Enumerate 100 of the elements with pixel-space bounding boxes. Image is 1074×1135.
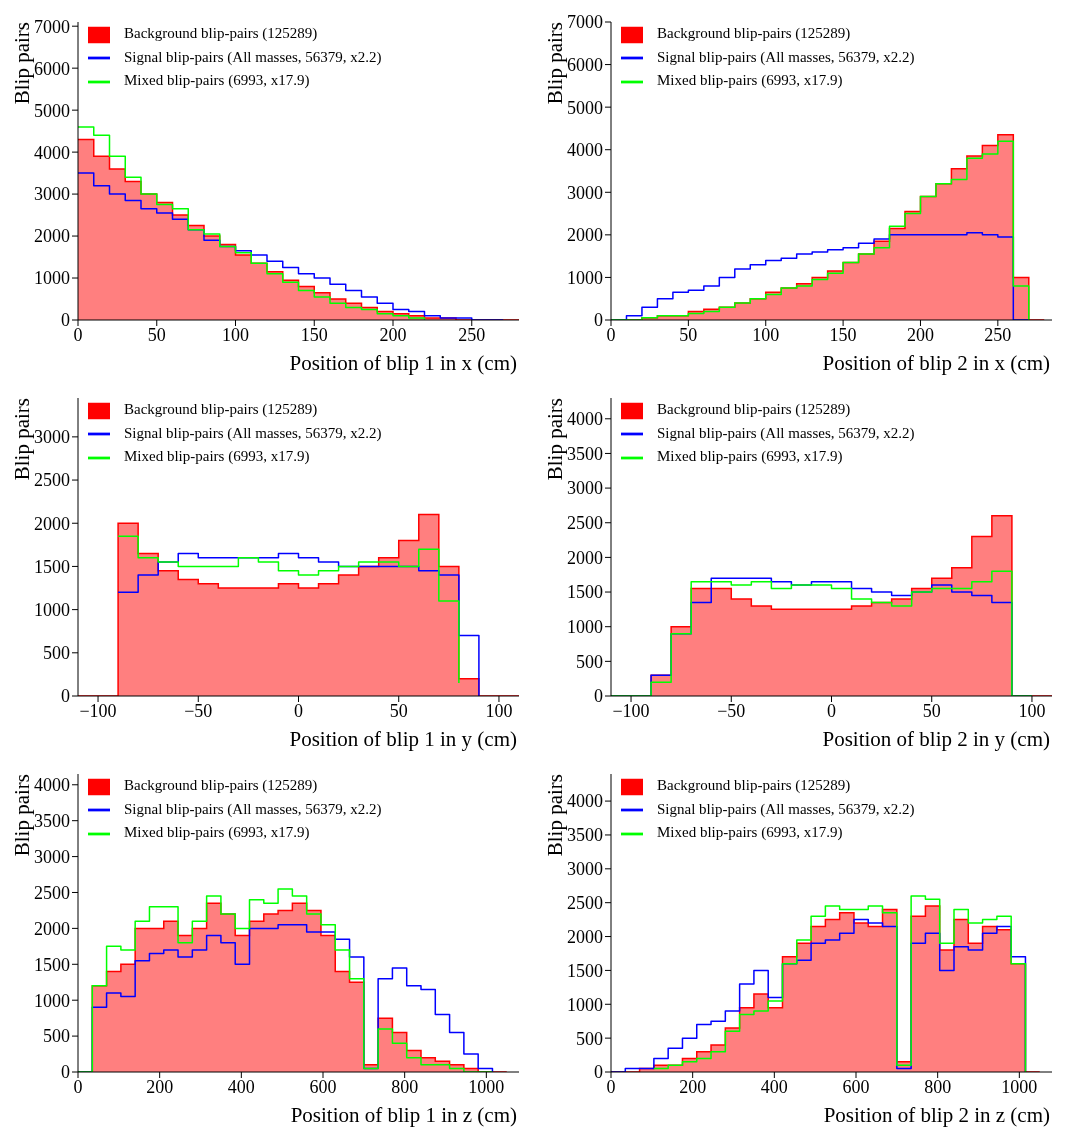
y-tick-label: 0 — [61, 686, 70, 707]
y-tick-label: 2500 — [567, 893, 603, 914]
y-tick-label: 2000 — [567, 225, 603, 246]
y-tick-label: 3000 — [567, 478, 603, 499]
legend-label: Mixed blip-pairs (6993, x17.9) — [124, 72, 310, 89]
legend-label: Background blip-pairs (125289) — [124, 777, 318, 793]
legend-label: Signal blip-pairs (All masses, 56379, x2.2) — [657, 48, 915, 65]
x-tick-label: 0 — [294, 700, 303, 721]
y-axis-title: Blip pairs — [10, 22, 35, 105]
y-tick-label: 0 — [594, 1062, 603, 1083]
x-axis-title: Position of blip 2 in y (cm) — [822, 727, 1050, 751]
y-tick-label: 3000 — [34, 184, 70, 205]
y-axis-title: Blip pairs — [543, 398, 568, 481]
y-tick-label: 5000 — [34, 100, 70, 121]
y-tick-label: 4000 — [34, 142, 70, 163]
x-tick-label: 250 — [458, 324, 486, 345]
y-tick-label: 1500 — [34, 556, 70, 577]
y-tick-label: 1500 — [567, 960, 603, 981]
x-axis-title: Position of blip 2 in x (cm) — [822, 351, 1050, 375]
y-tick-label: 500 — [576, 1028, 603, 1049]
y-tick-label: 3000 — [567, 182, 603, 203]
y-tick-label: 7000 — [567, 12, 603, 33]
y-tick-label: 0 — [61, 1062, 70, 1083]
y-tick-label: 2000 — [34, 226, 70, 247]
y-tick-label: 3500 — [567, 443, 603, 464]
y-tick-label: 2000 — [567, 926, 603, 947]
y-tick-label: 3500 — [567, 825, 603, 846]
y-tick-label: 1000 — [34, 600, 70, 621]
x-tick-label: 100 — [222, 324, 249, 345]
y-tick-label: 500 — [43, 1026, 70, 1047]
y-tick-label: 0 — [594, 686, 603, 707]
legend-label: Mixed blip-pairs (6993, x17.9) — [124, 824, 310, 841]
legend-label: Background blip-pairs (125289) — [124, 25, 318, 41]
y-tick-label: 5000 — [567, 97, 603, 118]
y-tick-label: 2500 — [34, 882, 70, 903]
x-tick-label: 50 — [147, 324, 166, 345]
x-axis-title: Position of blip 1 in z (cm) — [290, 1103, 517, 1127]
x-tick-label: −100 — [79, 700, 117, 721]
legend-label: Background blip-pairs (125289) — [657, 401, 851, 417]
y-tick-label: 1000 — [34, 268, 70, 289]
y-tick-label: 2000 — [34, 918, 70, 939]
x-tick-label: 600 — [309, 1076, 337, 1097]
x-tick-label: 200 — [146, 1076, 174, 1097]
y-tick-label: 3000 — [34, 427, 70, 448]
y-tick-label: 1000 — [567, 994, 603, 1015]
x-tick-label: 50 — [922, 700, 941, 721]
legend-label: Signal blip-pairs (All masses, 56379, x2.2) — [124, 48, 382, 65]
y-tick-label: 500 — [43, 643, 70, 664]
legend-label: Mixed blip-pairs (6993, x17.9) — [657, 448, 843, 465]
y-tick-label: 2500 — [567, 513, 603, 534]
x-tick-label: −100 — [612, 700, 650, 721]
x-tick-label: 400 — [760, 1076, 788, 1097]
legend-label: Background blip-pairs (125289) — [657, 25, 851, 41]
legend-label: Signal blip-pairs (All masses, 56379, x2.2) — [657, 800, 915, 817]
y-tick-label: 1000 — [567, 267, 603, 288]
x-tick-label: −50 — [184, 700, 213, 721]
y-tick-label: 1000 — [567, 617, 603, 638]
x-tick-label: 1000 — [468, 1076, 505, 1097]
x-tick-label: 400 — [227, 1076, 255, 1097]
x-tick-label: 200 — [379, 324, 407, 345]
x-axis-title: Position of blip 1 in x (cm) — [289, 351, 517, 375]
y-tick-label: 6000 — [567, 54, 603, 75]
y-axis-title: Blip pairs — [10, 774, 35, 857]
legend-label: Signal blip-pairs (All masses, 56379, x2.2) — [124, 424, 382, 441]
y-tick-label: 3000 — [567, 859, 603, 880]
legend-label: Background blip-pairs (125289) — [124, 401, 318, 417]
y-tick-label: 7000 — [34, 16, 70, 37]
y-tick-label: 1500 — [567, 582, 603, 603]
x-tick-label: 50 — [389, 700, 408, 721]
x-tick-label: 50 — [679, 324, 698, 345]
x-tick-label: 1000 — [1001, 1076, 1038, 1097]
legend-label: Mixed blip-pairs (6993, x17.9) — [657, 824, 843, 841]
y-tick-label: 0 — [594, 310, 603, 331]
x-tick-label: 250 — [984, 324, 1012, 345]
x-tick-label: 600 — [842, 1076, 870, 1097]
y-tick-label: 4000 — [567, 791, 603, 812]
y-tick-label: 6000 — [34, 58, 70, 79]
x-tick-label: 800 — [391, 1076, 419, 1097]
y-tick-label: 3500 — [34, 811, 70, 832]
x-tick-label: 0 — [827, 700, 836, 721]
x-tick-label: 200 — [906, 324, 934, 345]
x-tick-label: 200 — [679, 1076, 707, 1097]
y-tick-label: 2500 — [34, 470, 70, 491]
y-axis-title: Blip pairs — [10, 398, 35, 481]
y-tick-label: 2000 — [34, 513, 70, 534]
x-tick-label: 150 — [300, 324, 328, 345]
y-tick-label: 4000 — [567, 140, 603, 161]
x-tick-label: −50 — [717, 700, 746, 721]
y-tick-label: 3000 — [34, 846, 70, 867]
y-axis-title: Blip pairs — [543, 22, 568, 105]
y-axis-title: Blip pairs — [543, 774, 568, 857]
y-tick-label: 4000 — [34, 775, 70, 796]
x-tick-label: 100 — [485, 700, 513, 721]
x-tick-label: 100 — [752, 324, 780, 345]
y-tick-label: 4000 — [567, 409, 603, 430]
legend-label: Mixed blip-pairs (6993, x17.9) — [657, 72, 843, 89]
legend-label: Signal blip-pairs (All masses, 56379, x2.2) — [124, 800, 382, 817]
x-tick-label: 150 — [829, 324, 857, 345]
x-axis-title: Position of blip 1 in y (cm) — [289, 727, 517, 751]
y-tick-label: 1500 — [34, 954, 70, 975]
